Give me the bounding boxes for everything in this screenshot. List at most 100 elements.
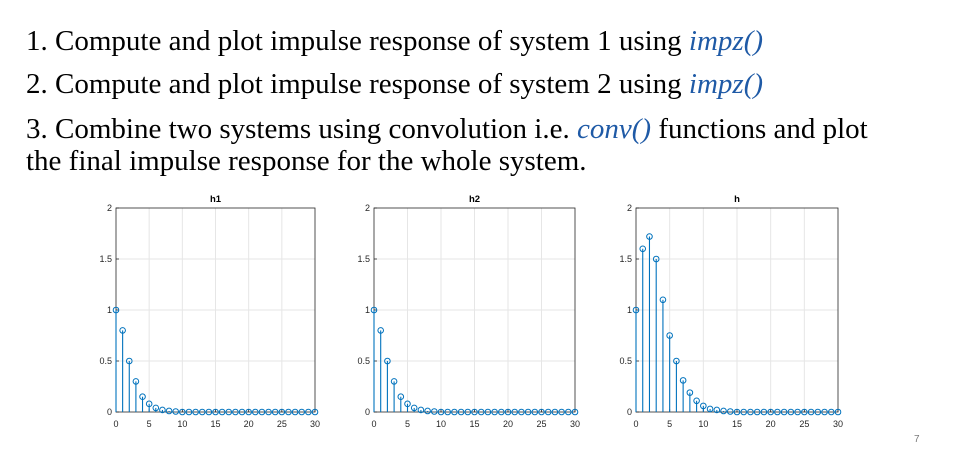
stem-marker <box>524 408 532 416</box>
stem-marker <box>139 393 146 401</box>
stem-marker <box>706 405 714 413</box>
x-tick-label: 25 <box>277 419 287 429</box>
task-3-function: conv() <box>577 113 652 145</box>
chart-h: 0 5 10 15 20 25 30 0 0.5 1 1.5 2 h <box>619 194 843 429</box>
stem-marker <box>498 408 505 416</box>
y-tick-label: 0.5 <box>619 356 632 366</box>
stem-marker <box>390 378 398 385</box>
stem-marker <box>172 408 179 415</box>
y-tick-label: 2 <box>627 203 632 213</box>
x-tick-label: 15 <box>210 419 220 429</box>
stem-marker <box>646 233 653 240</box>
stem-marker <box>192 408 199 416</box>
chart-title: h2 <box>469 194 480 205</box>
stem-marker <box>437 408 445 416</box>
stem-marker <box>464 408 472 416</box>
stem-marker <box>740 408 748 416</box>
y-tick-label: 1 <box>107 305 112 315</box>
x-tick-label: 0 <box>371 419 376 429</box>
stem-marker <box>397 393 405 401</box>
task-3-text: 3. Combine two systems using convolution… <box>26 113 577 145</box>
stem-marker <box>119 327 126 334</box>
stem-marker <box>252 408 259 416</box>
stem-marker <box>780 408 788 416</box>
stem-marker <box>271 408 279 416</box>
stem-marker <box>518 408 525 416</box>
chart-h1: 0 5 10 15 20 25 30 0 0.5 1 1.5 2 h1 <box>99 194 320 429</box>
stem-marker <box>311 408 319 416</box>
stem-marker <box>457 408 465 416</box>
stem-marker <box>733 408 741 416</box>
x-tick-label: 15 <box>732 419 742 429</box>
stem-marker <box>571 408 579 416</box>
stem-marker <box>278 408 286 416</box>
stem-marker <box>159 406 166 414</box>
stem-marker <box>152 404 160 412</box>
y-tick-label: 0.5 <box>357 356 370 366</box>
x-tick-label: 10 <box>436 419 446 429</box>
stem-marker <box>787 408 795 416</box>
stem-marker <box>774 408 781 416</box>
stem-marker <box>112 306 120 314</box>
stem-marker <box>544 408 552 416</box>
stem-marker <box>713 406 721 414</box>
stem-marker <box>145 400 153 408</box>
x-tick-label: 0 <box>113 419 118 429</box>
task-3-text-end: functions and plot <box>651 113 868 145</box>
stem-marker <box>125 357 133 365</box>
stem-marker <box>639 245 647 253</box>
stem-marker <box>424 407 431 415</box>
stem-marker <box>198 408 206 416</box>
x-tick-label: 30 <box>570 419 580 429</box>
stem-marker <box>760 408 768 416</box>
stem-marker <box>404 400 411 408</box>
stem-marker <box>491 408 498 416</box>
stem-marker <box>298 408 306 416</box>
stem-marker <box>431 408 438 415</box>
stem-marker <box>471 408 478 416</box>
y-tick-label: 0 <box>107 407 112 417</box>
x-tick-label: 15 <box>469 419 479 429</box>
x-tick-label: 30 <box>833 419 843 429</box>
task-2: 2. Compute and plot impulse response of … <box>26 69 763 99</box>
stem-marker <box>679 377 687 384</box>
task-1: 1. Compute and plot impulse response of … <box>26 26 763 56</box>
stem-marker <box>179 408 186 416</box>
task-2-function: impz() <box>688 68 764 100</box>
task-2-text: 2. Compute and plot impulse response of … <box>26 68 689 100</box>
stem-marker <box>265 408 272 416</box>
stem-marker <box>726 408 734 415</box>
stem-marker <box>700 402 707 410</box>
stem-marker <box>693 397 700 405</box>
stem-marker <box>673 357 680 365</box>
stem-marker <box>827 408 835 416</box>
page-number: 7 <box>914 434 920 445</box>
stem-marker <box>285 408 292 416</box>
y-tick-label: 1.5 <box>357 254 370 264</box>
y-tick-label: 1.5 <box>99 254 112 264</box>
stem-marker <box>565 408 572 416</box>
stem-marker <box>821 408 828 416</box>
x-tick-label: 5 <box>405 419 410 429</box>
stem-marker <box>814 408 822 416</box>
x-tick-label: 20 <box>766 419 776 429</box>
stem-marker <box>370 306 378 314</box>
stem-marker <box>538 408 545 416</box>
stem-marker <box>747 408 754 416</box>
stem-marker <box>558 408 565 416</box>
y-tick-label: 2 <box>365 203 370 213</box>
stem-marker <box>659 296 667 304</box>
x-tick-label: 20 <box>503 419 513 429</box>
stem-marker <box>801 408 808 416</box>
stem-marker <box>504 408 512 416</box>
chart-title: h1 <box>210 194 222 205</box>
stem-marker <box>291 408 299 416</box>
stem-marker <box>232 408 239 416</box>
stem-marker <box>417 406 425 414</box>
chart-title: h <box>734 194 740 205</box>
chart-h2: 0 5 10 15 20 25 30 0 0.5 1 1.5 2 h2 <box>357 194 580 429</box>
stem-marker <box>205 408 213 416</box>
x-tick-label: 0 <box>633 419 638 429</box>
x-tick-label: 25 <box>536 419 546 429</box>
